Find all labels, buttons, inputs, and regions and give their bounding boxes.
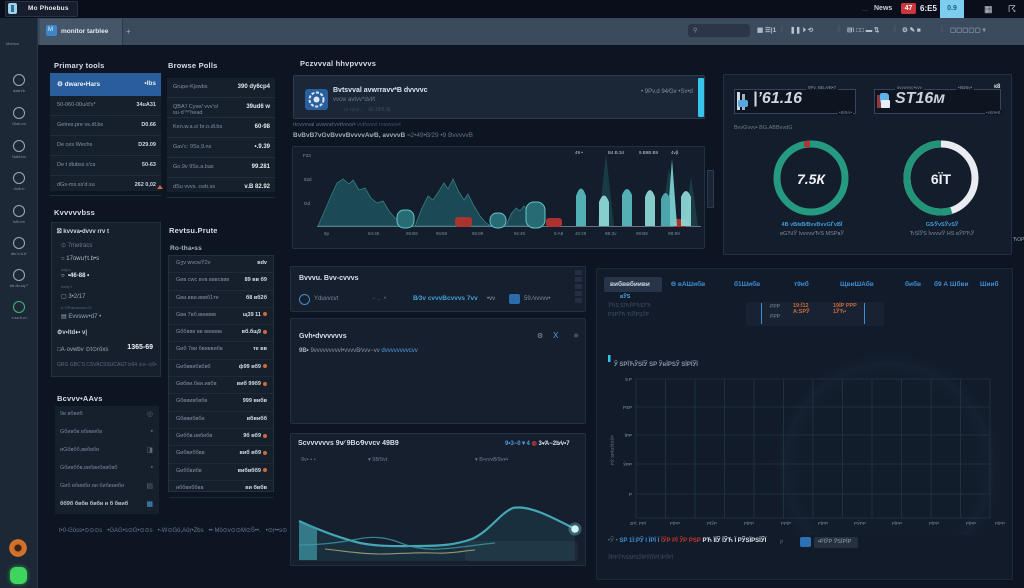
svg-text:РРЇР: РРЇР (781, 520, 791, 526)
svg-text:9.B9B.B9: 9.B9B.B9 (639, 150, 659, 155)
svg-text:52d: 52d (304, 177, 312, 182)
svg-text:Gd: Gd (304, 201, 311, 206)
svg-text:6ЇТ: 6ЇТ (931, 171, 952, 187)
svg-text:ЎРР: ЎРР (623, 460, 632, 467)
svg-text:49 •: 49 • (575, 150, 583, 155)
svg-text:96:99: 96:99 (472, 231, 484, 236)
svg-text:46:29: 46:29 (575, 231, 587, 236)
svg-text:9B:99: 9B:99 (668, 231, 680, 236)
svg-text:РЇРР: РЇРР (995, 520, 1005, 526)
svg-text:РЇЎР: РЇЎР (707, 519, 717, 526)
svg-text:РЇРР: РЇРР (818, 520, 828, 526)
svg-text:РЎРР: РЎРР (854, 519, 866, 526)
svg-text:РЇРР: РЇРР (744, 520, 754, 526)
svg-text:РЇРР: РЇРР (929, 520, 939, 526)
svg-text:РЎ ЅРЇЅЎЇЅЎР: РЎ ЅРЇЅЎЇЅЎР (608, 435, 615, 465)
svg-text:4vβ: 4vβ (671, 150, 679, 155)
svg-text:Р: Р (629, 492, 632, 497)
svg-text:9tc59: 9tc59 (436, 231, 448, 236)
svg-text:ЇРР: ЇРР (625, 432, 632, 438)
svg-text:9s:45: 9s:45 (514, 231, 526, 236)
svg-text:9.Р: 9.Р (625, 377, 632, 382)
svg-text:99:B9: 99:B9 (636, 231, 648, 236)
svg-text:9B:3v: 9B:3v (605, 231, 617, 236)
svg-text:94:45: 94:45 (368, 231, 380, 236)
svg-text:РЇРР: РЇРР (966, 520, 976, 526)
svg-text:Ў ЅРЇЋЎЅЇЎ ЅР ЎвЇРЅЎ ЅЇРЇЎЇ: Ў ЅРЇЋЎЅЇЎ ЅР ЎвЇРЅЎ ЅЇРЇЎЇ (613, 360, 698, 368)
svg-text:7.5К: 7.5К (797, 171, 826, 187)
svg-text:5:A9: 5:A9 (554, 231, 564, 236)
svg-text:9p: 9p (324, 231, 330, 236)
svg-text:РЇРР: РЇРР (892, 520, 902, 526)
svg-text:РЇРР: РЇРР (670, 520, 680, 526)
svg-text:F23: F23 (303, 153, 311, 158)
svg-text:2РЇ. РРЇ: 2РЇ. РРЇ (630, 520, 647, 526)
svg-text:РЅР: РЅР (623, 405, 632, 410)
svg-text:B4.B.34: B4.B.34 (608, 150, 625, 155)
svg-text:95:B9: 95:B9 (406, 231, 418, 236)
